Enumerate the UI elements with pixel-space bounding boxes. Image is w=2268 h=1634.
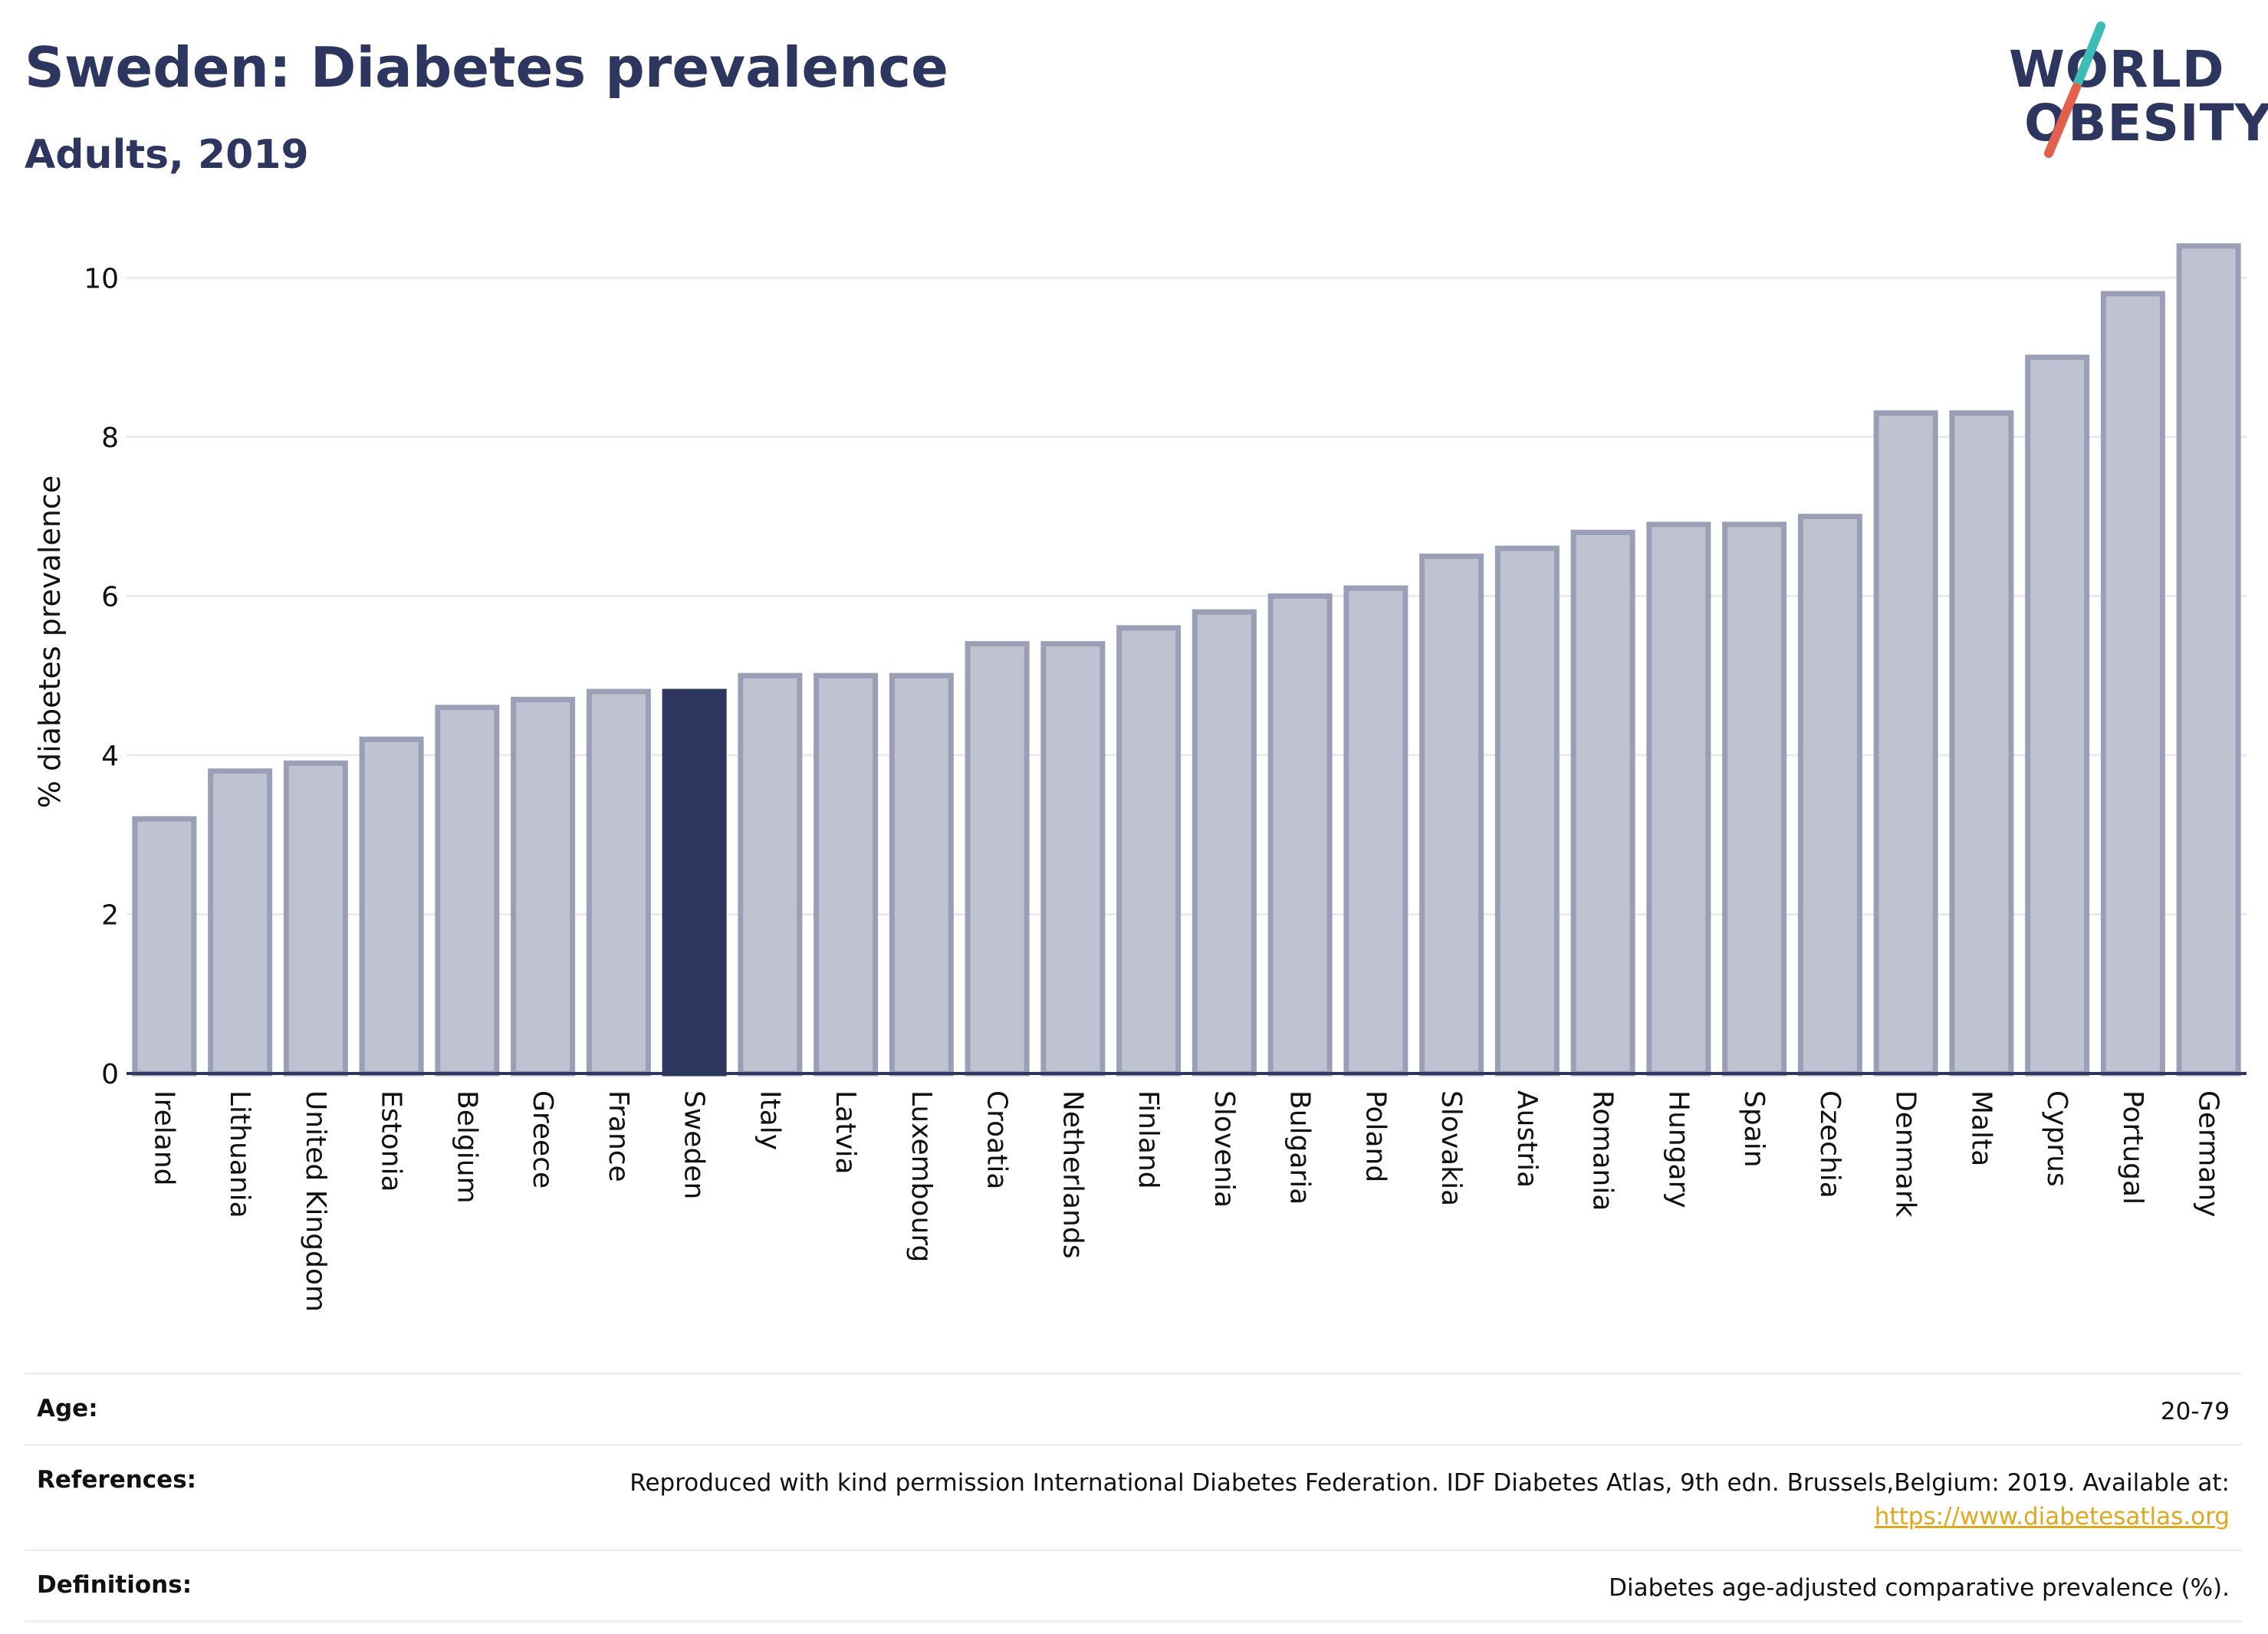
x-tick-label: Portugal [2117,1090,2148,1205]
x-tick-label: Malta [1965,1090,1997,1166]
info-table: Age: 20-79 References: Reproduced with k… [25,1373,2242,1622]
x-tick-label: Spain [1738,1090,1770,1168]
x-tick-label: Romania [1587,1090,1619,1211]
bar-france [586,689,651,1077]
bar-italy [738,672,803,1077]
bar-czechia [1797,514,1862,1077]
y-tick-label: 10 [84,263,119,294]
references-text: Reproduced with kind permission Internat… [629,1469,2230,1497]
y-tick-label: 6 [101,581,119,613]
logo-slash-icon [2044,21,2105,158]
x-tick-label: Bulgaria [1284,1090,1316,1205]
age-value: 20-79 [2160,1398,2230,1425]
x-tick-label: Germany [2193,1090,2224,1217]
x-tick-label: Greece [527,1090,558,1189]
bar-latvia [814,672,879,1077]
info-row-definitions: Definitions: Diabetes age-adjusted compa… [25,1549,2242,1622]
x-tick-label: Hungary [1662,1090,1694,1208]
bar-belgium [435,705,500,1077]
bar-finland [1116,625,1182,1077]
y-axis-label: % diabetes prevalence [33,475,67,808]
bar-cyprus [2025,354,2090,1077]
bar-romania [1570,529,1635,1077]
definitions-label: Definitions: [37,1571,192,1599]
x-tick-label: Belgium [451,1090,482,1204]
x-tick-label: Lithuania [224,1090,255,1218]
x-tick-label: Austria [1511,1090,1543,1188]
info-row-references: References: Reproduced with kind permiss… [25,1444,2242,1549]
x-tick-label: Netherlands [1057,1090,1088,1258]
chart-subtitle: Adults, 2019 [25,132,309,178]
y-tick-label: 8 [101,422,119,454]
references-value: Reproduced with kind permission Internat… [629,1466,2230,1534]
bar-estonia [359,736,424,1077]
bar-portugal [2100,291,2165,1077]
diabetesatlas-link[interactable]: https://www.diabetesatlas.org [1874,1503,2230,1530]
bar-chart: 0 2 4 6 8 10 Ireland Lithuania United Kingdom Est… [33,243,2247,1312]
x-tick-label: Czechia [1814,1090,1846,1198]
x-tick-label: Italy [754,1090,785,1150]
info-row-age: Age: 20-79 [25,1373,2242,1444]
bar-slovakia [1419,553,1484,1077]
x-tick-label: Slovakia [1435,1090,1467,1206]
x-tick-label: Poland [1359,1090,1391,1182]
x-tick-label: Slovenia [1208,1090,1240,1208]
bar-hungary [1646,521,1711,1077]
x-tick-label: Cyprus [2041,1090,2072,1187]
y-tick-label: 0 [101,1059,119,1090]
definitions-value: Diabetes age-adjusted comparative preval… [1609,1574,2230,1602]
chart-title: Sweden: Diabetes prevalence [25,35,948,100]
bar-lithuania [208,768,273,1077]
references-label: References: [37,1466,197,1494]
bar-malta [1949,410,2014,1077]
bar-germany [2176,243,2241,1077]
x-tick-label: Luxembourg [906,1090,937,1262]
bar-netherlands [1040,641,1106,1077]
bar-luxembourg [889,672,954,1077]
x-tick-label: Croatia [981,1090,1013,1189]
x-tick-label: Estonia [376,1090,407,1192]
bars [132,243,2241,1077]
x-tick-label: Sweden [679,1090,710,1199]
x-tick-label: France [603,1090,634,1182]
bar-ireland [132,816,197,1077]
x-tick-label: Denmark [1890,1090,1921,1218]
bar-slovenia [1192,609,1257,1077]
bar-sweden [662,689,727,1077]
x-tick-label: Ireland [148,1090,179,1186]
world-obesity-logo: WORLD OBESITY [1994,21,2268,167]
x-tick-label: United Kingdom [300,1090,331,1312]
bar-poland [1343,585,1408,1077]
age-label: Age: [37,1395,98,1422]
y-tick-label: 2 [101,899,119,931]
bar-austria [1494,545,1560,1077]
axes: 0 2 4 6 8 10 Ireland Lithuania United Kingdom Est… [84,263,2247,1312]
bar-bulgaria [1267,593,1333,1077]
x-tick-label: Latvia [830,1090,861,1175]
y-tick-label: 4 [101,741,119,772]
bar-greece [511,696,576,1077]
x-tick-label: Finland [1132,1090,1164,1189]
bar-united-kingdom [283,760,348,1077]
bar-denmark [1873,410,1938,1077]
bar-spain [1722,521,1787,1077]
logo-word-world: WORLD [2009,40,2225,99]
bar-croatia [965,641,1030,1077]
